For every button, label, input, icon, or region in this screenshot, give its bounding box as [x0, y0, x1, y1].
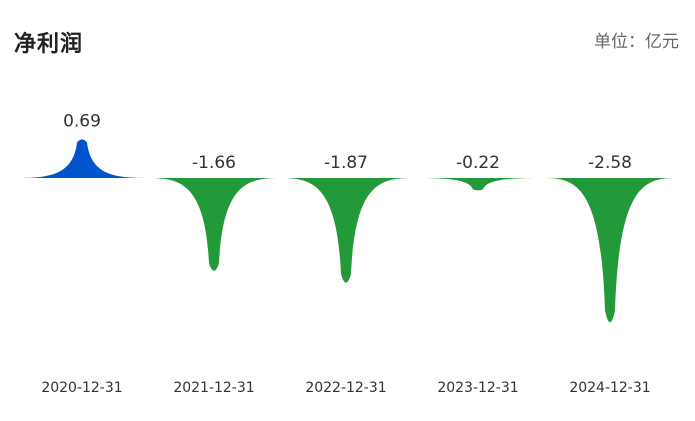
x-tick-label: 2021-12-31: [173, 380, 254, 396]
value-label: 0.69: [63, 111, 101, 131]
value-spike-2023-12-31: [412, 178, 544, 191]
value-label: -1.66: [192, 153, 236, 173]
x-tick-label: 2023-12-31: [437, 380, 518, 396]
chart-title: 净利润: [14, 32, 84, 57]
x-tick-label: 2020-12-31: [41, 380, 122, 396]
value-label: -1.87: [324, 153, 368, 173]
unit-label: 单位：亿元: [594, 32, 679, 52]
value-spike-2024-12-31: [544, 178, 676, 323]
value-spike-2020-12-31: [16, 139, 148, 178]
value-label: -0.22: [456, 153, 500, 173]
value-spike-2021-12-31: [148, 178, 280, 271]
value-label: -2.58: [588, 153, 632, 173]
x-tick-label: 2022-12-31: [305, 380, 386, 396]
value-spike-2022-12-31: [280, 178, 412, 283]
x-tick-label: 2024-12-31: [569, 380, 650, 396]
